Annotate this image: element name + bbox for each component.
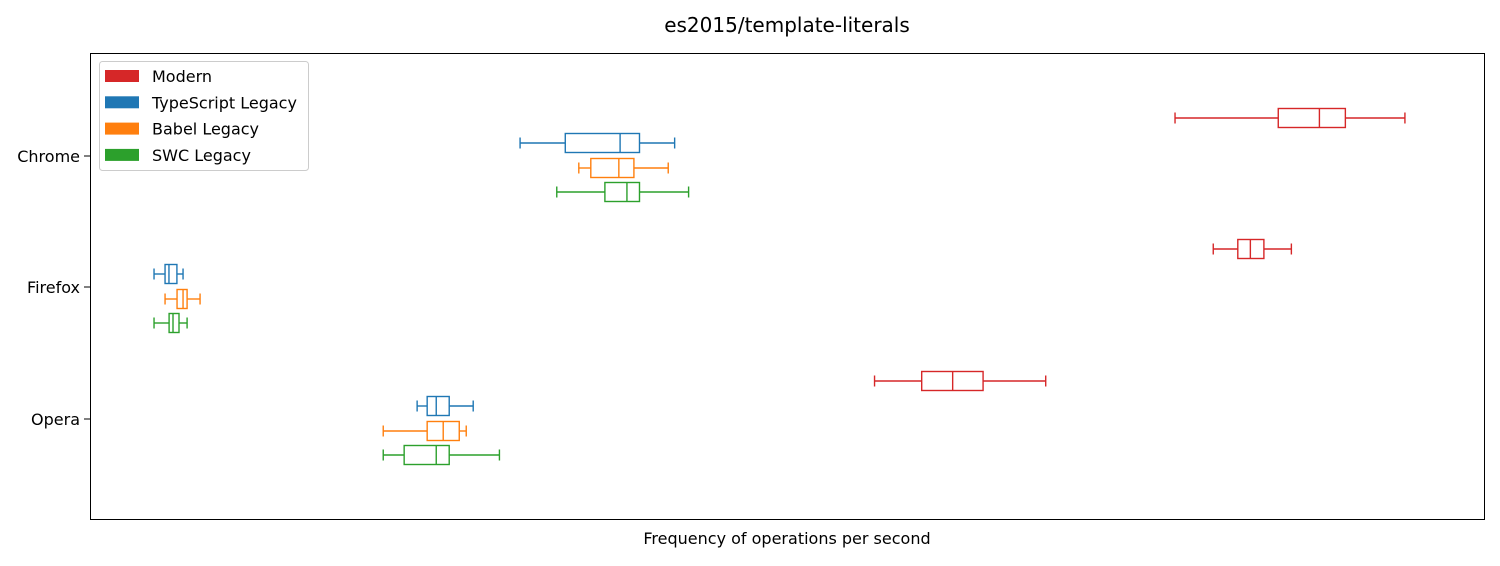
legend-swatch bbox=[105, 122, 139, 135]
legend-swatch bbox=[105, 70, 139, 82]
legend-frame bbox=[99, 61, 309, 171]
x-axis-label: Frequency of operations per second bbox=[643, 529, 930, 548]
legend-swatch bbox=[105, 96, 139, 109]
legend-label: SWC Legacy bbox=[152, 146, 251, 165]
box-swc-legacy-firefox bbox=[153, 312, 188, 334]
box-iqr bbox=[604, 181, 641, 203]
box-iqr bbox=[168, 312, 180, 334]
box-babel-legacy-chrome bbox=[578, 157, 669, 179]
box-swc-legacy-chrome bbox=[556, 181, 690, 203]
legend-label: TypeScript Legacy bbox=[151, 93, 297, 112]
box-typescript-legacy-firefox bbox=[153, 263, 184, 285]
y-axis: Chrome Firefox Opera bbox=[17, 147, 90, 429]
box-iqr bbox=[176, 288, 188, 310]
legend-swatch bbox=[105, 148, 139, 161]
box-babel-legacy-firefox bbox=[164, 288, 201, 310]
y-tick-label: Firefox bbox=[27, 278, 80, 297]
box-modern-firefox bbox=[1212, 238, 1293, 260]
y-tick-label: Chrome bbox=[17, 147, 80, 166]
legend-label: Babel Legacy bbox=[152, 120, 259, 139]
box-iqr bbox=[426, 395, 450, 417]
chart-title: es2015/template-literals bbox=[664, 13, 910, 37]
box-swc-legacy-opera bbox=[382, 444, 501, 466]
box-iqr bbox=[164, 263, 178, 285]
boxes-layer bbox=[153, 107, 1406, 466]
box-iqr bbox=[564, 132, 641, 154]
plot-frame bbox=[90, 53, 1485, 520]
box-babel-legacy-opera bbox=[382, 420, 467, 442]
box-iqr bbox=[590, 157, 635, 179]
box-typescript-legacy-chrome bbox=[519, 132, 676, 154]
box-modern-chrome bbox=[1174, 107, 1406, 129]
box-typescript-legacy-opera bbox=[416, 395, 474, 417]
box-modern-opera bbox=[873, 370, 1047, 392]
box-iqr bbox=[1277, 107, 1347, 129]
y-tick-label: Opera bbox=[31, 410, 80, 429]
legend: Modern TypeScript Legacy Babel Legacy SWC L… bbox=[99, 61, 309, 171]
box-iqr bbox=[403, 444, 450, 466]
legend-label: Modern bbox=[152, 67, 212, 86]
